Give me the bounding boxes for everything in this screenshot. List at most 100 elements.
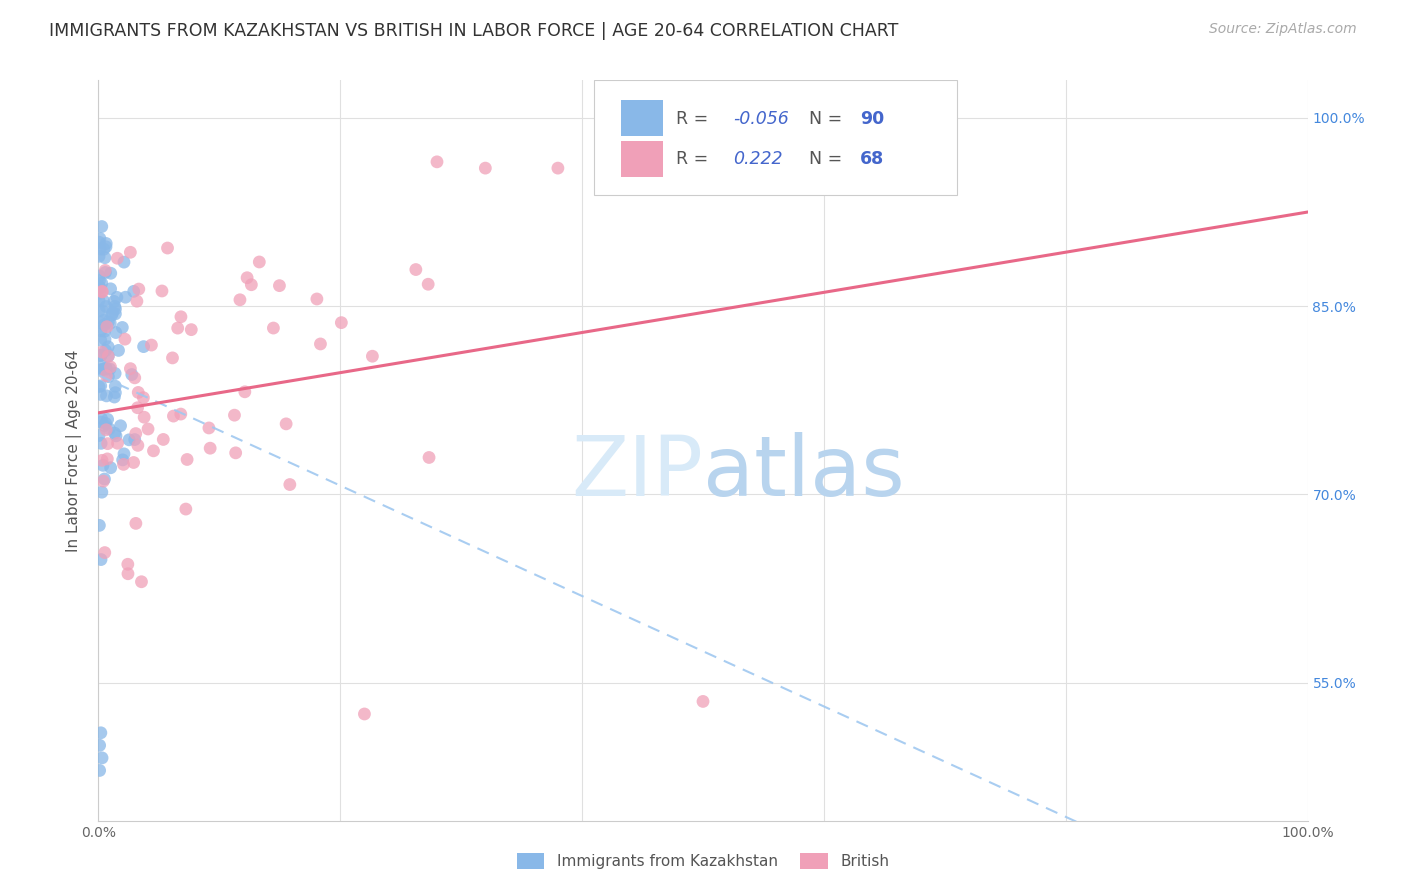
Point xyxy=(91,304,114,318)
Point xyxy=(89,274,111,288)
FancyBboxPatch shape xyxy=(621,100,664,136)
Point xyxy=(240,277,263,292)
Point xyxy=(107,343,129,358)
Point xyxy=(174,502,197,516)
Point xyxy=(91,362,114,376)
Point xyxy=(97,349,120,363)
Point xyxy=(127,438,149,452)
Point xyxy=(89,231,111,245)
Point xyxy=(120,361,142,376)
Point xyxy=(90,348,112,362)
Point xyxy=(114,332,136,346)
Point xyxy=(103,390,125,404)
Text: ZIP: ZIP xyxy=(571,432,703,513)
Point xyxy=(91,285,114,299)
Text: Source: ZipAtlas.com: Source: ZipAtlas.com xyxy=(1209,22,1357,37)
Point xyxy=(94,343,117,358)
Point xyxy=(692,161,714,175)
Point xyxy=(93,472,115,486)
Point xyxy=(229,293,252,307)
Point xyxy=(117,566,139,581)
Point xyxy=(90,324,112,338)
Point xyxy=(276,417,298,431)
Point xyxy=(269,278,291,293)
Point xyxy=(94,300,117,314)
Point xyxy=(100,282,122,296)
Point xyxy=(111,453,134,467)
Point xyxy=(100,359,122,374)
Point xyxy=(111,320,134,334)
Point xyxy=(474,161,496,175)
Point xyxy=(595,148,617,162)
Point xyxy=(94,545,117,559)
Point xyxy=(89,363,111,377)
Text: 0.222: 0.222 xyxy=(734,151,783,169)
Point xyxy=(87,279,110,293)
Point xyxy=(97,315,120,329)
Point xyxy=(112,458,135,472)
Point xyxy=(87,428,110,442)
Point xyxy=(125,294,148,309)
Point xyxy=(330,316,353,330)
Point xyxy=(418,450,440,465)
Point xyxy=(104,300,127,314)
Point xyxy=(131,574,153,589)
FancyBboxPatch shape xyxy=(595,80,957,195)
Point xyxy=(90,379,112,393)
Point xyxy=(94,240,117,254)
Point xyxy=(127,385,149,400)
Point xyxy=(236,270,259,285)
Point xyxy=(152,433,174,447)
Point xyxy=(94,251,117,265)
Text: R =: R = xyxy=(676,151,714,169)
Point xyxy=(124,371,146,385)
Point xyxy=(87,249,110,263)
Point xyxy=(90,333,112,347)
Point xyxy=(97,369,120,384)
Point xyxy=(110,418,132,433)
Point xyxy=(132,391,155,405)
Point xyxy=(198,441,221,455)
Point xyxy=(247,255,270,269)
Point xyxy=(96,319,118,334)
Point xyxy=(87,293,110,308)
Point xyxy=(134,410,156,425)
Text: IMMIGRANTS FROM KAZAKHSTAN VS BRITISH IN LABOR FORCE | AGE 20-64 CORRELATION CHA: IMMIGRANTS FROM KAZAKHSTAN VS BRITISH IN… xyxy=(49,22,898,40)
Point xyxy=(91,751,114,765)
Point xyxy=(98,316,121,330)
Point xyxy=(97,349,120,363)
Text: atlas: atlas xyxy=(703,432,904,513)
Point xyxy=(150,284,173,298)
Point xyxy=(98,422,121,436)
Point xyxy=(94,332,117,346)
Point xyxy=(104,301,127,316)
Point xyxy=(96,362,118,376)
Point xyxy=(142,443,165,458)
Point xyxy=(170,407,193,421)
Point xyxy=(118,433,141,447)
Point xyxy=(89,281,111,295)
Point xyxy=(309,337,332,351)
Point xyxy=(170,310,193,324)
Point xyxy=(90,415,112,429)
Point xyxy=(125,426,148,441)
Point xyxy=(100,266,122,280)
Point xyxy=(100,308,122,322)
Text: N =: N = xyxy=(810,110,848,128)
Point xyxy=(94,417,117,431)
Point xyxy=(112,447,135,461)
Point xyxy=(426,154,449,169)
Point xyxy=(156,241,179,255)
Point xyxy=(353,706,375,721)
Y-axis label: In Labor Force | Age 20-64: In Labor Force | Age 20-64 xyxy=(66,350,83,551)
Point xyxy=(361,349,384,363)
Point xyxy=(124,433,146,447)
Text: 90: 90 xyxy=(860,110,884,128)
Text: N =: N = xyxy=(810,151,848,169)
Point xyxy=(90,436,112,450)
Point xyxy=(93,313,115,327)
Point xyxy=(104,379,127,393)
Point xyxy=(89,739,111,753)
Point xyxy=(233,384,256,399)
Point xyxy=(127,401,149,415)
